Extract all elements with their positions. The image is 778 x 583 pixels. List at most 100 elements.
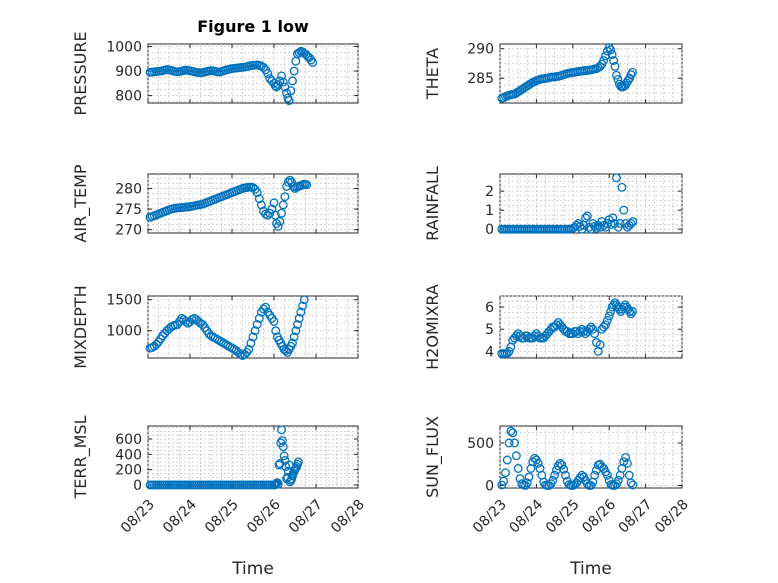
data-point [265,208,275,218]
x-tick-label: 08/23 [118,497,158,537]
subplot-1: 285 290 THETA [423,42,683,104]
data-point [628,307,637,316]
data-point [252,188,262,198]
data-point [291,326,301,336]
y-tick-label: 285 [467,71,494,87]
data-point [299,295,309,305]
data-point [499,476,509,486]
x-tick-label: 08/27 [616,497,656,537]
data-point [559,464,569,474]
data-point [599,322,609,332]
y-axis-label: SUN_FLUX [423,416,443,498]
data-point [302,180,312,190]
data-point [284,96,294,105]
data-point [626,478,636,488]
data-point [619,302,629,312]
data-point [273,221,283,231]
data-point [575,473,585,483]
data-point [609,300,619,310]
y-tick-label: 1500 [106,293,142,309]
data-point [607,50,617,60]
data-point [510,438,520,448]
data-point [278,442,288,452]
data-point [586,322,596,332]
data-point [515,474,525,484]
y-axis-label: RAINFALL [423,166,442,241]
y-axis-label: PRESSURE [71,31,90,115]
data-point [579,326,589,336]
data-point [308,57,318,67]
data-point [288,338,297,348]
data-point [621,452,631,462]
data-point [617,182,627,192]
data-point [248,332,258,342]
data-point [628,67,637,77]
data-point [504,346,514,356]
y-tick-label: 1000 [106,324,142,340]
data-point [235,349,245,359]
data-point [620,300,630,310]
data-point [626,309,636,319]
data-point [273,479,283,489]
data-point [244,344,254,354]
data-point [604,311,614,321]
data-point [277,425,287,435]
y-tick-label: 270 [115,223,142,239]
data-point [151,339,161,349]
data-point [270,210,280,220]
x-tick-label: 08/25 [202,497,242,537]
data-point [522,478,532,488]
y-axis-label: MIXDEPTH [71,285,90,368]
data-point [602,470,612,480]
y-axis-label: H2OMIXRA [423,284,442,370]
y-tick-label: 600 [115,432,142,448]
subplot-4: 1000 1500 MIXDEPTH [71,285,359,369]
data-point [256,200,266,210]
subplot-0: 800 900 1000 PRESSURE Figure 1 low [71,17,359,116]
x-tick-label: 08/24 [506,497,546,537]
x-tick-label: 08/28 [652,497,692,537]
data-point [608,213,618,223]
data-point [590,221,600,231]
data-point [270,480,280,490]
data-point [279,451,289,461]
data-point [259,62,268,72]
y-tick-label: 1000 [106,39,142,55]
y-tick-label: 4 [485,344,494,360]
data-point [521,481,530,490]
y-tick-label: 900 [115,64,142,80]
data-point [181,316,191,326]
data-point [588,324,598,334]
data-point [501,468,510,478]
x-tick-label: 08/25 [543,497,583,537]
data-point [277,208,287,218]
data-point [628,217,638,227]
data-point [511,451,521,461]
y-tick-label: 0 [133,478,142,494]
data-point [602,315,612,325]
data-point [590,329,600,339]
data-point [582,211,592,221]
data-point [584,324,594,334]
data-point [615,219,625,228]
data-point [293,320,302,329]
data-point [623,304,633,314]
data-point [277,436,287,445]
y-tick-label: 500 [467,436,494,452]
data-point [254,194,264,204]
data-point [622,458,632,468]
subplot-3: 0 1 2 RAINFALL [423,166,683,241]
data-point [612,173,621,183]
data-point [261,209,271,219]
data-point [612,70,621,80]
data-point [293,457,303,467]
data-point [590,470,600,480]
subplot-2: 270 275 280 AIR_TEMP [71,164,359,243]
data-point [187,315,197,325]
data-point [277,71,287,81]
data-point [620,80,630,90]
data-point [298,301,308,311]
data-point [278,77,288,87]
